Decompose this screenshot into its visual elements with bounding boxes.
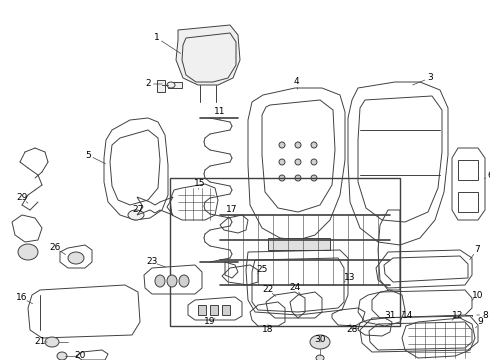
Text: 13: 13 — [344, 274, 356, 283]
Text: 9: 9 — [477, 318, 483, 327]
Text: 8: 8 — [482, 310, 488, 320]
Ellipse shape — [155, 275, 165, 287]
Ellipse shape — [68, 252, 84, 264]
Polygon shape — [210, 305, 218, 315]
Text: 2: 2 — [145, 80, 151, 89]
Text: 23: 23 — [147, 257, 158, 266]
Text: 3: 3 — [427, 73, 433, 82]
Text: 27: 27 — [132, 206, 144, 215]
Polygon shape — [176, 25, 240, 85]
Text: 14: 14 — [402, 310, 414, 320]
Text: 6: 6 — [487, 171, 490, 180]
Ellipse shape — [279, 159, 285, 165]
Text: 12: 12 — [452, 310, 464, 320]
Text: 19: 19 — [204, 318, 216, 327]
Ellipse shape — [295, 142, 301, 148]
Bar — [170, 178, 400, 326]
Text: 25: 25 — [256, 266, 268, 274]
Ellipse shape — [295, 159, 301, 165]
Text: 15: 15 — [194, 179, 206, 188]
Text: 30: 30 — [314, 336, 326, 345]
Polygon shape — [157, 80, 165, 92]
Ellipse shape — [311, 142, 317, 148]
Text: 18: 18 — [262, 325, 274, 334]
Ellipse shape — [179, 275, 189, 287]
Text: 5: 5 — [85, 150, 91, 159]
Ellipse shape — [45, 337, 59, 347]
Ellipse shape — [279, 142, 285, 148]
Text: 17: 17 — [226, 206, 238, 215]
Ellipse shape — [57, 352, 67, 360]
Text: 7: 7 — [474, 246, 480, 255]
Polygon shape — [198, 305, 206, 315]
Text: 29: 29 — [16, 194, 28, 202]
Text: 31: 31 — [384, 310, 396, 320]
Text: 1: 1 — [154, 33, 160, 42]
Text: 26: 26 — [49, 243, 61, 252]
Polygon shape — [268, 238, 330, 250]
Text: 10: 10 — [472, 291, 484, 300]
Polygon shape — [222, 305, 230, 315]
Text: 22: 22 — [262, 285, 273, 294]
Ellipse shape — [279, 175, 285, 181]
Text: 11: 11 — [214, 108, 226, 117]
Ellipse shape — [18, 244, 38, 260]
Text: 21: 21 — [34, 338, 46, 346]
Ellipse shape — [316, 355, 324, 360]
Text: 4: 4 — [293, 77, 299, 86]
Ellipse shape — [295, 175, 301, 181]
Ellipse shape — [311, 159, 317, 165]
Ellipse shape — [167, 275, 177, 287]
Text: 20: 20 — [74, 351, 86, 360]
Ellipse shape — [311, 175, 317, 181]
Ellipse shape — [310, 335, 330, 349]
Text: 16: 16 — [16, 293, 28, 302]
Text: 24: 24 — [290, 284, 301, 292]
Text: 28: 28 — [346, 325, 358, 334]
Polygon shape — [168, 82, 182, 88]
Ellipse shape — [167, 82, 175, 88]
Ellipse shape — [128, 210, 144, 220]
